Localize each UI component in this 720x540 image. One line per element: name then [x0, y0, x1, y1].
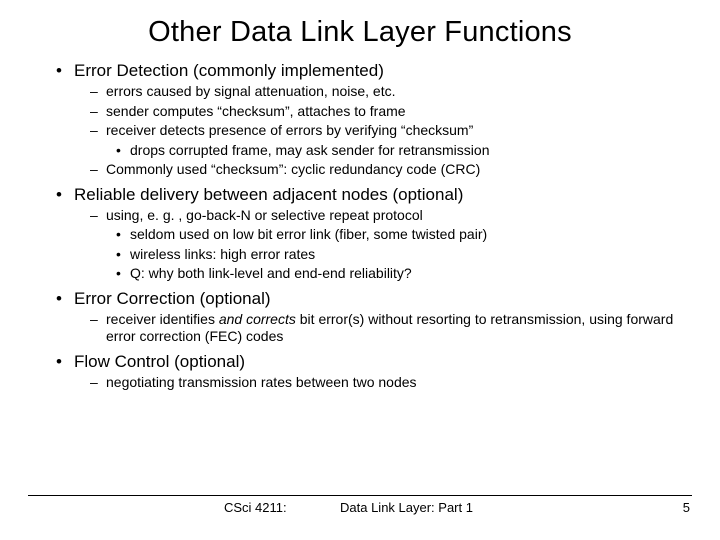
section-heading: Reliable delivery between adjacent nodes…: [56, 185, 692, 205]
footer-divider: [28, 495, 692, 496]
bullet-level-3: wireless links: high error rates: [56, 246, 692, 264]
slide-content: Error Detection (commonly implemented) er…: [28, 61, 692, 391]
footer-course: CSci 4211:: [224, 500, 287, 515]
footer: CSci 4211: Data Link Layer: Part 1 5: [0, 500, 720, 524]
bullet-level-3: seldom used on low bit error link (fiber…: [56, 226, 692, 244]
bullet-level-2: receiver detects presence of errors by v…: [56, 122, 692, 140]
bullet-level-2: negotiating transmission rates between t…: [56, 374, 692, 392]
bullet-level-2: sender computes “checksum”, attaches to …: [56, 103, 692, 121]
footer-chapter: Data Link Layer: Part 1: [340, 500, 473, 515]
bullet-level-2: errors caused by signal attenuation, noi…: [56, 83, 692, 101]
bullet-level-2: receiver identifies and corrects bit err…: [56, 311, 692, 346]
bullet-level-2: using, e. g. , go-back-N or selective re…: [56, 207, 692, 225]
slide-title: Other Data Link Layer Functions: [28, 16, 692, 49]
bullet-level-2: Commonly used “checksum”: cyclic redunda…: [56, 161, 692, 179]
footer-page-number: 5: [683, 500, 690, 515]
bullet-level-3: Q: why both link-level and end-end relia…: [56, 265, 692, 283]
bullet-level-3: drops corrupted frame, may ask sender fo…: [56, 142, 692, 160]
section-heading: Error Detection (commonly implemented): [56, 61, 692, 81]
slide: Other Data Link Layer Functions Error De…: [0, 0, 720, 540]
section-heading: Error Correction (optional): [56, 289, 692, 309]
section-heading: Flow Control (optional): [56, 352, 692, 372]
